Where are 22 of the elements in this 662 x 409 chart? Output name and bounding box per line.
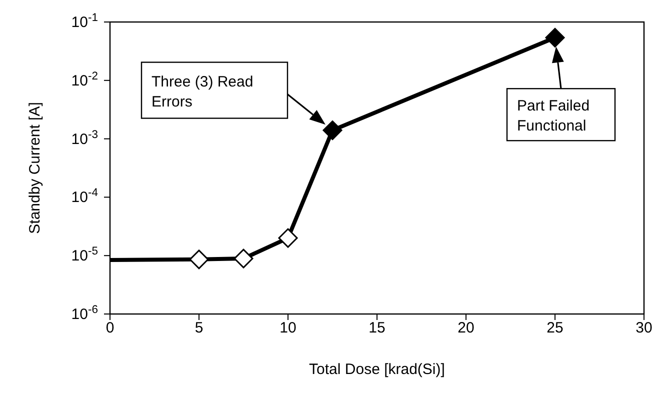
point (278, 228, 298, 248)
x-tick-label: 30 (636, 320, 652, 337)
x-tick-label: 5 (194, 320, 204, 337)
point (545, 28, 565, 48)
y-tick-label: 10$^{-5}$ (71, 246, 98, 265)
y-tick-label: 10$^{-6}$ (71, 304, 98, 323)
x-tick-label: 10 (280, 320, 296, 337)
y-tick-label: 10$^{-3}$ (71, 128, 98, 148)
y-tick-label: 10$^{-2}$ (71, 70, 98, 90)
y-axis-title: Standby Current [A] (26, 102, 44, 234)
point (322, 120, 342, 140)
point (234, 248, 254, 268)
x-tick-label: 15 (368, 320, 386, 337)
x-tick-label: 20 (458, 320, 474, 337)
x-axis-title: Total Dose [krad(Si)] (309, 361, 445, 378)
y-tick-label: 10$^{-1}$ (71, 12, 98, 31)
x-tick-label: 0 (106, 320, 114, 337)
annotation: Three (3) Read Errors (152, 73, 254, 110)
annotation: Part Failed Functional (517, 98, 590, 135)
y-tick-label: 10$^{-4}$ (71, 187, 98, 206)
point (189, 250, 209, 270)
x-tick-label: 25 (546, 320, 564, 337)
